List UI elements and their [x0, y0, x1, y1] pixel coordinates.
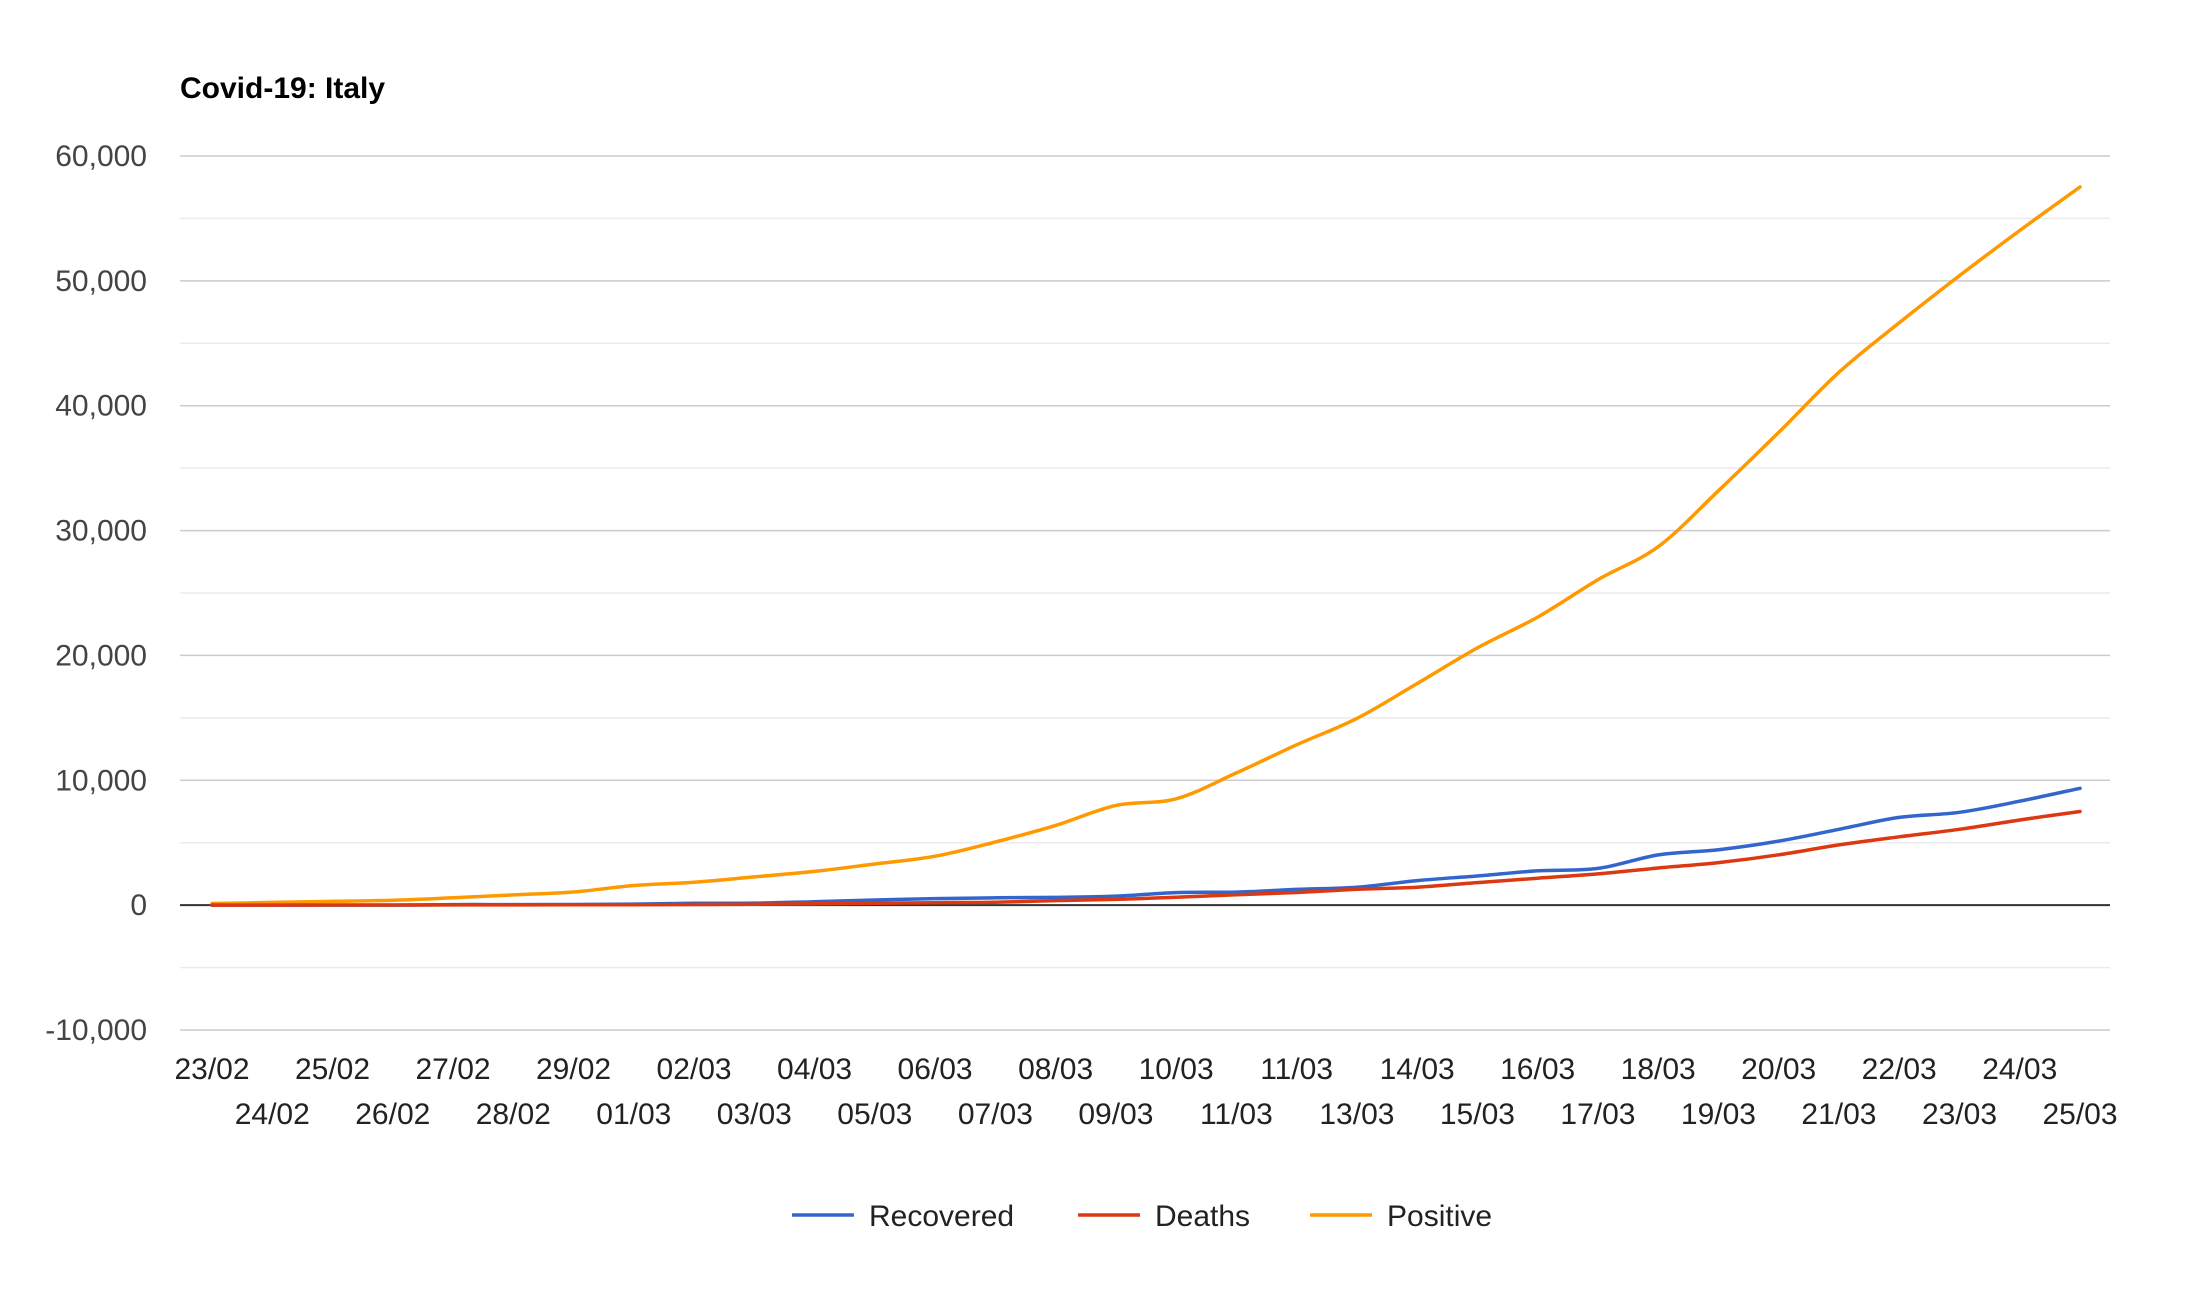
- x-tick-label: 07/03: [958, 1098, 1033, 1131]
- x-tick-label: 17/03: [1560, 1098, 1635, 1131]
- x-tick-label: 16/03: [1500, 1053, 1575, 1086]
- x-tick-label: 20/03: [1741, 1053, 1816, 1086]
- positive-series-line: [210, 185, 2082, 906]
- x-tick-label: 08/03: [1018, 1053, 1093, 1086]
- y-axis-ticks: 60,000 50,000 40,000 30,000 20,000 10,000 0 -10…: [45, 140, 147, 1047]
- legend-label-recovered: Recovered: [869, 1200, 1014, 1233]
- x-tick-label: 13/03: [1319, 1098, 1394, 1131]
- x-tick-label: 28/02: [476, 1098, 551, 1131]
- x-tick-label: 29/02: [536, 1053, 611, 1086]
- x-tick-label: 04/03: [777, 1053, 852, 1086]
- legend-label-positive: Positive: [1387, 1200, 1492, 1233]
- x-tick-label: 11/03: [1200, 1098, 1273, 1131]
- x-tick-label: 18/03: [1621, 1053, 1696, 1086]
- y-tick-label: 10,000: [55, 764, 147, 797]
- x-tick-label: 24/03: [1982, 1053, 2057, 1086]
- x-tick-label: 06/03: [898, 1053, 973, 1086]
- gridlines: [180, 155, 2110, 1031]
- x-tick-label: 14/03: [1380, 1053, 1455, 1086]
- x-tick-label: 10/03: [1139, 1053, 1214, 1086]
- y-tick-label: 60,000: [55, 140, 147, 173]
- x-tick-label: 15/03: [1440, 1098, 1515, 1131]
- recovered-series-line: [210, 786, 2082, 907]
- x-tick-label: 09/03: [1078, 1098, 1153, 1131]
- legend: Recovered Deaths Positive: [792, 1200, 1492, 1233]
- chart-title: Covid-19: Italy: [180, 72, 385, 105]
- x-tick-label: 24/02: [235, 1098, 310, 1131]
- x-tick-label: 25/03: [2042, 1098, 2117, 1131]
- x-tick-label: 02/03: [657, 1053, 732, 1086]
- series-lines: [210, 185, 2082, 907]
- x-tick-label: 25/02: [295, 1053, 370, 1086]
- x-tick-label: 23/02: [174, 1053, 249, 1086]
- x-tick-label: 23/03: [1922, 1098, 1997, 1131]
- y-tick-label: 0: [130, 889, 147, 922]
- x-tick-label: 22/03: [1862, 1053, 1937, 1086]
- y-tick-label: 40,000: [55, 390, 147, 423]
- x-tick-label: 11/03: [1260, 1053, 1333, 1086]
- x-tick-label: 27/02: [415, 1053, 490, 1086]
- y-tick-label: 50,000: [55, 265, 147, 298]
- x-axis-ticks: 23/02 24/02 25/02 26/02 27/02 28/02 29/02 01/03…: [174, 1053, 2117, 1131]
- x-tick-label: 21/03: [1801, 1098, 1876, 1131]
- y-tick-label: 30,000: [55, 515, 147, 548]
- y-tick-label: -10,000: [45, 1014, 147, 1047]
- x-tick-label: 19/03: [1681, 1098, 1756, 1131]
- x-tick-label: 05/03: [837, 1098, 912, 1131]
- y-tick-label: 20,000: [55, 639, 147, 672]
- x-tick-label: 03/03: [717, 1098, 792, 1131]
- x-tick-label: 01/03: [596, 1098, 671, 1131]
- x-tick-label: 26/02: [355, 1098, 430, 1131]
- legend-label-deaths: Deaths: [1155, 1200, 1250, 1233]
- deaths-series-line: [210, 809, 2082, 907]
